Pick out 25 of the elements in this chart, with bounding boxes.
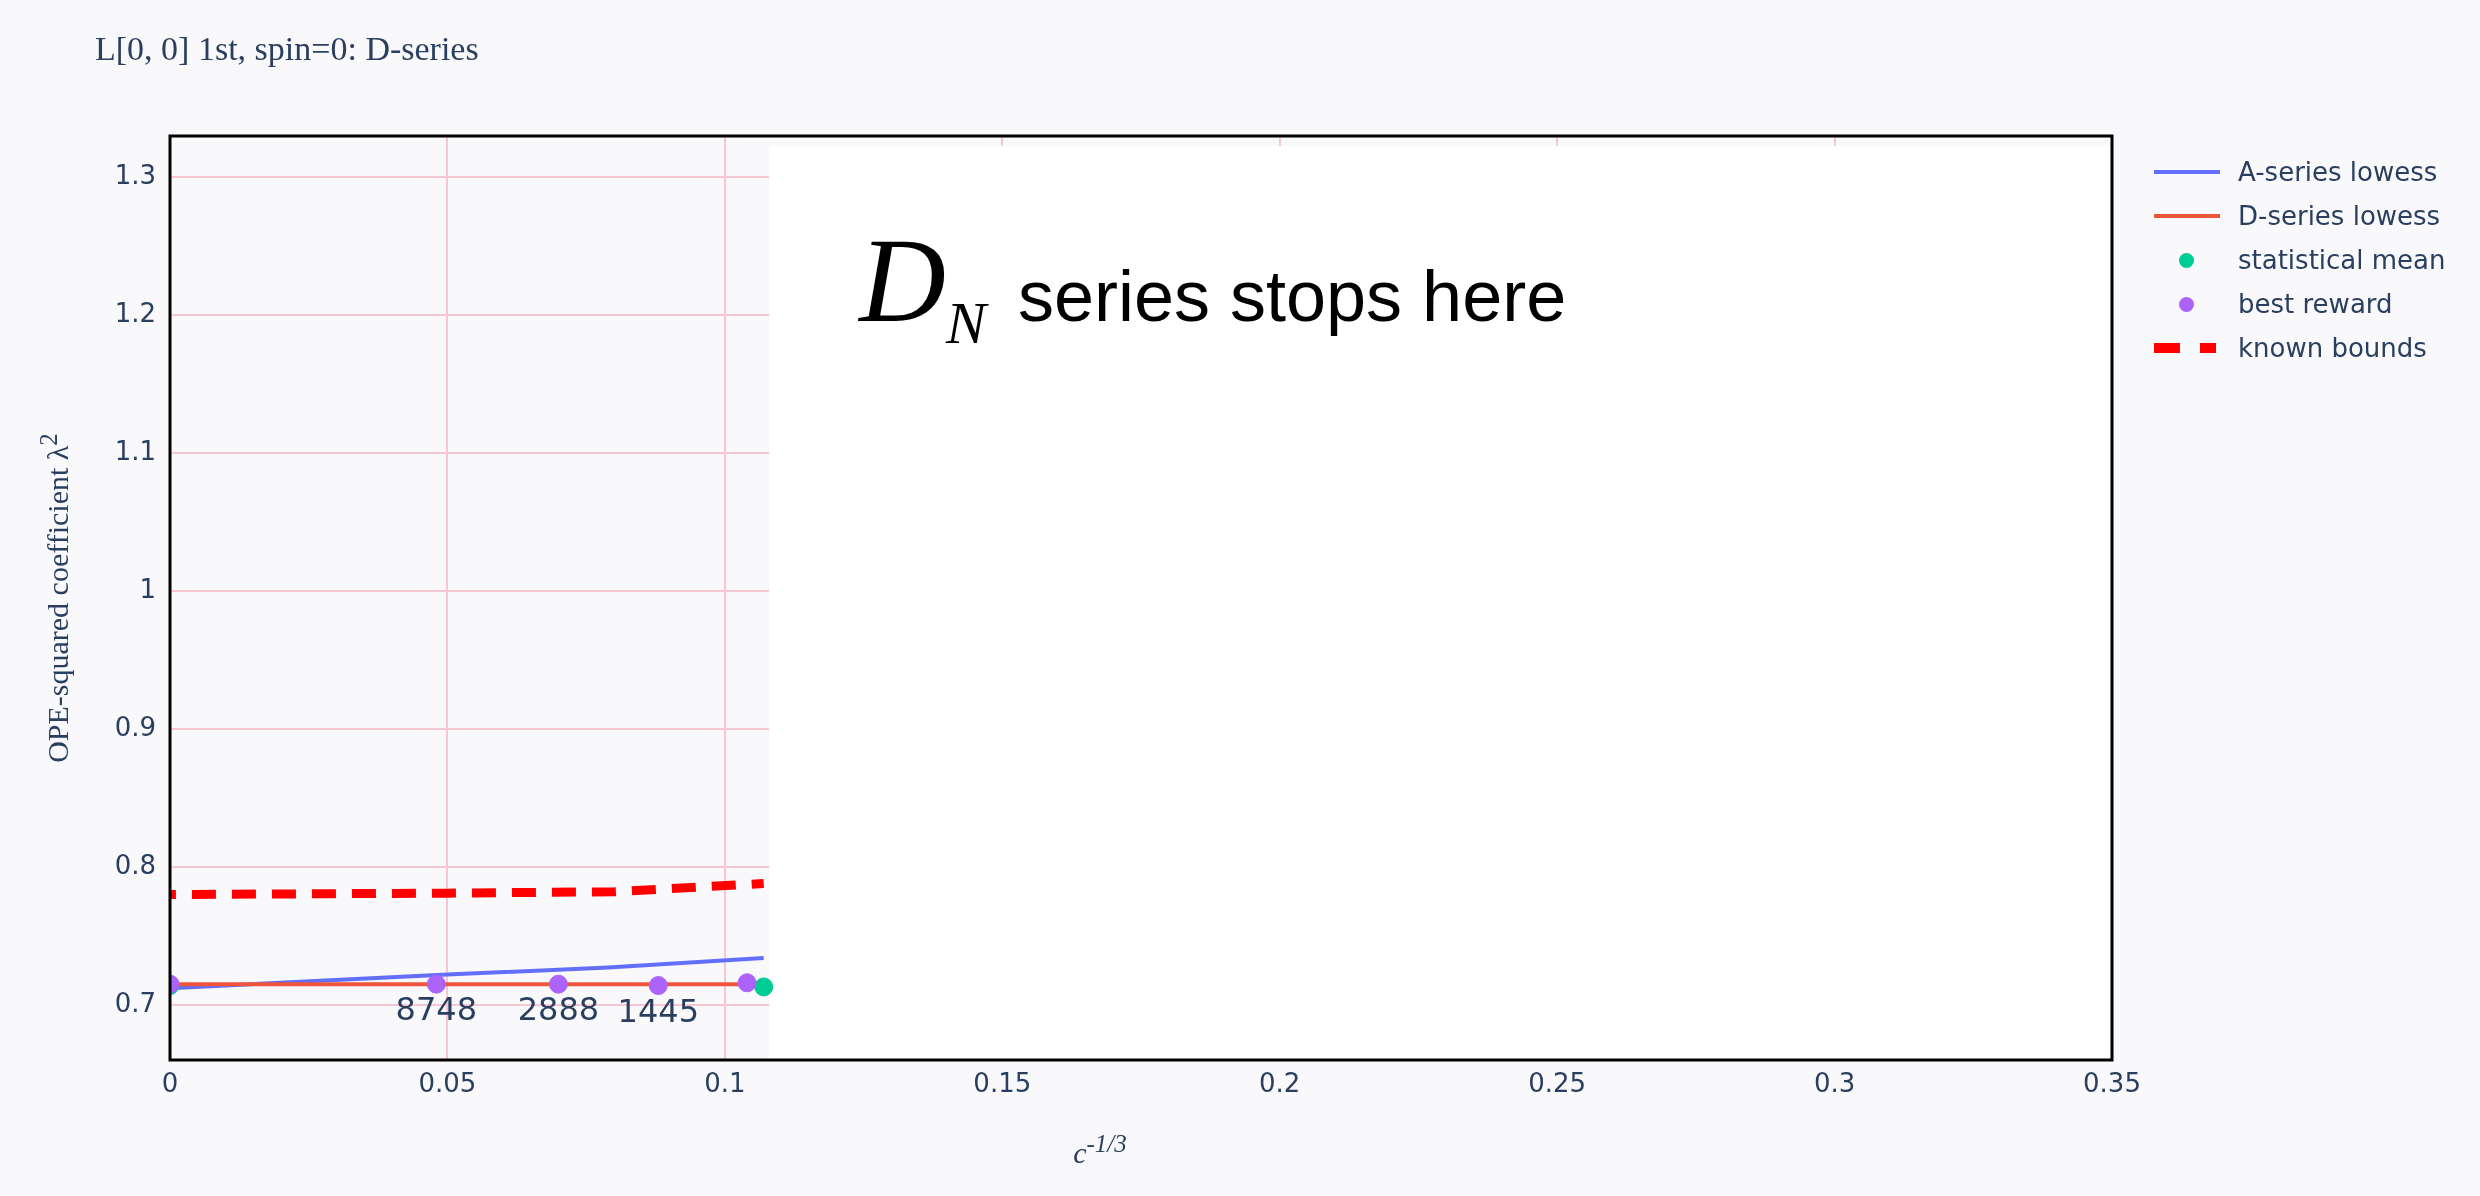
y-tick-label: 0.7 — [114, 987, 156, 1018]
legend-label: D-series lowess — [2238, 201, 2441, 231]
y-tick-label: 1.3 — [114, 160, 156, 191]
y-tick-label: 1.2 — [114, 298, 156, 329]
x-tick-label: 0.3 — [1813, 1068, 1856, 1099]
legend-label: best reward — [2238, 289, 2393, 319]
x-tick-label: 0 — [161, 1068, 179, 1099]
y-tick-label: 0.8 — [114, 849, 156, 880]
x-tick-label: 0.2 — [1259, 1068, 1301, 1099]
y-tick-label: 1 — [139, 573, 156, 604]
annotation: 8748 — [395, 990, 478, 1029]
legend-label: statistical mean — [2238, 245, 2446, 275]
x-tick-label: 0.25 — [1528, 1068, 1587, 1099]
annotation: 1445 — [617, 991, 699, 1030]
x-axis-title: c$^{-1/3}$ — [1073, 1130, 1127, 1170]
x-tick-label: 0.1 — [704, 1068, 746, 1099]
chart-title: L[0, 0] 1st, spin=0: D-series — [95, 30, 479, 68]
annotation: 2888 — [517, 990, 600, 1029]
x-tick-label: 0.05 — [418, 1068, 477, 1099]
y-tick-label: 0.9 — [114, 711, 156, 742]
x-tick-label: 0.35 — [2083, 1068, 2141, 1099]
x-tick-label: 0.15 — [973, 1068, 1032, 1099]
legend-label: A-series lowess — [2238, 157, 2438, 187]
legend-label: known bounds — [2238, 333, 2427, 363]
y-tick-label: 1.1 — [114, 435, 156, 466]
